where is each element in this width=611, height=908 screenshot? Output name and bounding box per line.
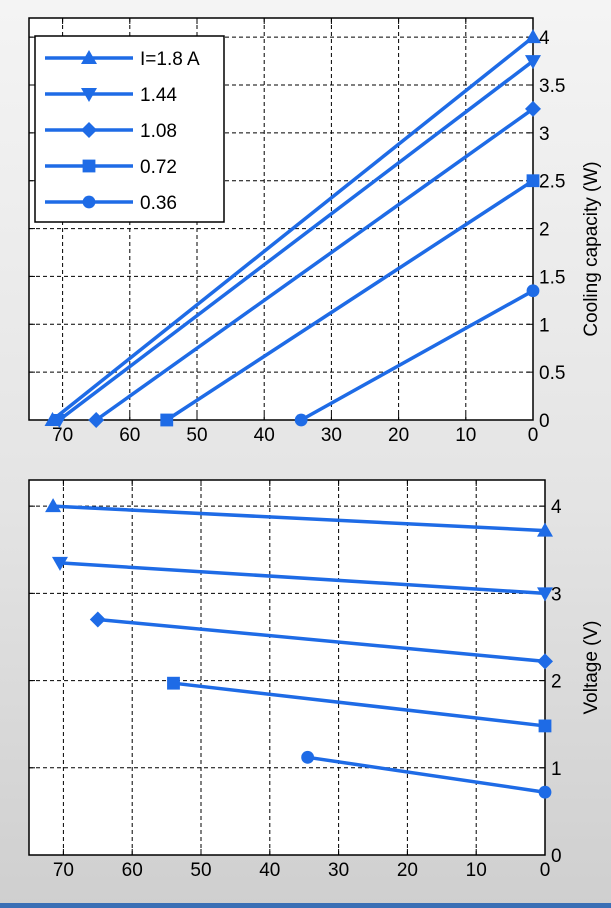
legend-marker-3 [82, 159, 96, 173]
cooling-series-0-point-1 [525, 29, 541, 44]
voltage-xtick-label-50: 50 [190, 860, 211, 881]
voltage-ytick-label-4: 4 [551, 497, 562, 518]
voltage-series-4-point-1 [538, 785, 552, 799]
cooling-series-line-3 [165, 179, 534, 422]
voltage-series-4-point-0 [301, 750, 315, 764]
voltage-xtick-label-30: 30 [328, 860, 349, 881]
voltage-xtick-label-0: 0 [540, 860, 551, 881]
cooling-series-3-point-0 [160, 413, 174, 427]
legend-label-4: 0.36 [140, 193, 177, 214]
cooling-ytick-label-0.5: 0.5 [539, 363, 565, 384]
voltage-ytick-label-3: 3 [551, 584, 562, 605]
legend-marker-1 [81, 88, 97, 102]
cooling-xtick-label-50: 50 [186, 425, 207, 446]
voltage-ytick-label-2: 2 [551, 672, 562, 693]
voltage-series-0-point-1 [537, 522, 553, 537]
voltage-series-2-point-1 [537, 653, 553, 670]
cooling-y-axis-title: Cooling capacity (W) [581, 161, 602, 336]
voltage-plot-area [29, 480, 545, 855]
cooling-series-line-2 [95, 107, 535, 422]
voltage-series-line-1 [59, 561, 546, 596]
legend-marker-4 [82, 195, 96, 209]
cooling-xtick-label-40: 40 [254, 425, 275, 446]
cooling-series-line-0 [51, 35, 535, 422]
voltage-series-0-point-0 [45, 498, 62, 513]
cooling-series-3-point-1 [526, 174, 540, 188]
cooling-ytick-label-1: 1 [539, 315, 550, 336]
cooling-xtick-label-60: 60 [119, 425, 140, 446]
voltage-series-2-point-0 [89, 611, 106, 628]
legend-label-1: 1.44 [140, 85, 177, 106]
cooling-ytick-label-0: 0 [539, 411, 550, 432]
cooling-series-4-point-0 [294, 413, 308, 427]
cooling-series-line-4 [300, 289, 534, 422]
voltage-xtick-label-70: 70 [53, 860, 74, 881]
legend: I=1.8 A 1.44 1.08 0.72 0.36 [34, 35, 225, 223]
voltage-panel: 70 60 50 40 30 20 10 00 1 2 3 4 Voltage (V) [28, 479, 602, 881]
legend-label-2: 1.08 [140, 121, 177, 142]
voltage-xtick-label-10: 10 [466, 860, 487, 881]
voltage-ytick-label-0: 0 [551, 846, 562, 867]
voltage-series-1-point-0 [51, 556, 68, 571]
cooling-series-2-point-0 [88, 412, 105, 428]
legend-label-3: 0.72 [140, 157, 177, 178]
voltage-series-line-0 [52, 504, 546, 533]
voltage-xtick-label-40: 40 [259, 860, 280, 881]
voltage-series-line-3 [173, 681, 546, 728]
voltage-xtick-label-60: 60 [122, 860, 143, 881]
voltage-series-3-point-0 [167, 676, 180, 690]
cooling-ytick-label-2.5: 2.5 [539, 172, 565, 193]
cooling-ytick-label-3: 3 [539, 124, 550, 145]
cooling-series-1-point-1 [525, 55, 541, 70]
cooling-series-1-point-0 [51, 414, 68, 428]
cooling-series-line-1 [58, 59, 535, 422]
cooling-xtick-label-0: 0 [528, 425, 539, 446]
voltage-xtick-label-20: 20 [397, 860, 418, 881]
cooling-series-2-point-1 [525, 100, 541, 117]
cooling-ytick-label-2: 2 [539, 220, 550, 241]
cooling-xtick-label-20: 20 [388, 425, 409, 446]
voltage-ytick-label-1: 1 [551, 759, 562, 780]
legend-marker-2 [81, 122, 97, 138]
legend-marker-0 [81, 50, 97, 64]
cooling-xtick-label-10: 10 [455, 425, 476, 446]
cooling-ytick-label-3.5: 3.5 [539, 76, 565, 97]
voltage-series-line-2 [97, 617, 546, 664]
cooling-series-4-point-1 [526, 284, 540, 298]
legend-label-0: I=1.8 A [140, 49, 200, 70]
voltage-series-line-4 [307, 755, 546, 794]
voltage-series-3-point-1 [538, 719, 552, 733]
cooling-ytick-label-1.5: 1.5 [539, 267, 565, 288]
bottom-border-line [0, 903, 611, 908]
cooling-xtick-label-30: 30 [321, 425, 342, 446]
cooling-plot-frame [28, 17, 534, 421]
voltage-y-axis-title: Voltage (V) [581, 621, 602, 715]
cooling-xtick-label-70: 70 [52, 425, 73, 446]
voltage-series-1-point-1 [537, 587, 553, 602]
cooling-ytick-label-4: 4 [539, 28, 550, 49]
